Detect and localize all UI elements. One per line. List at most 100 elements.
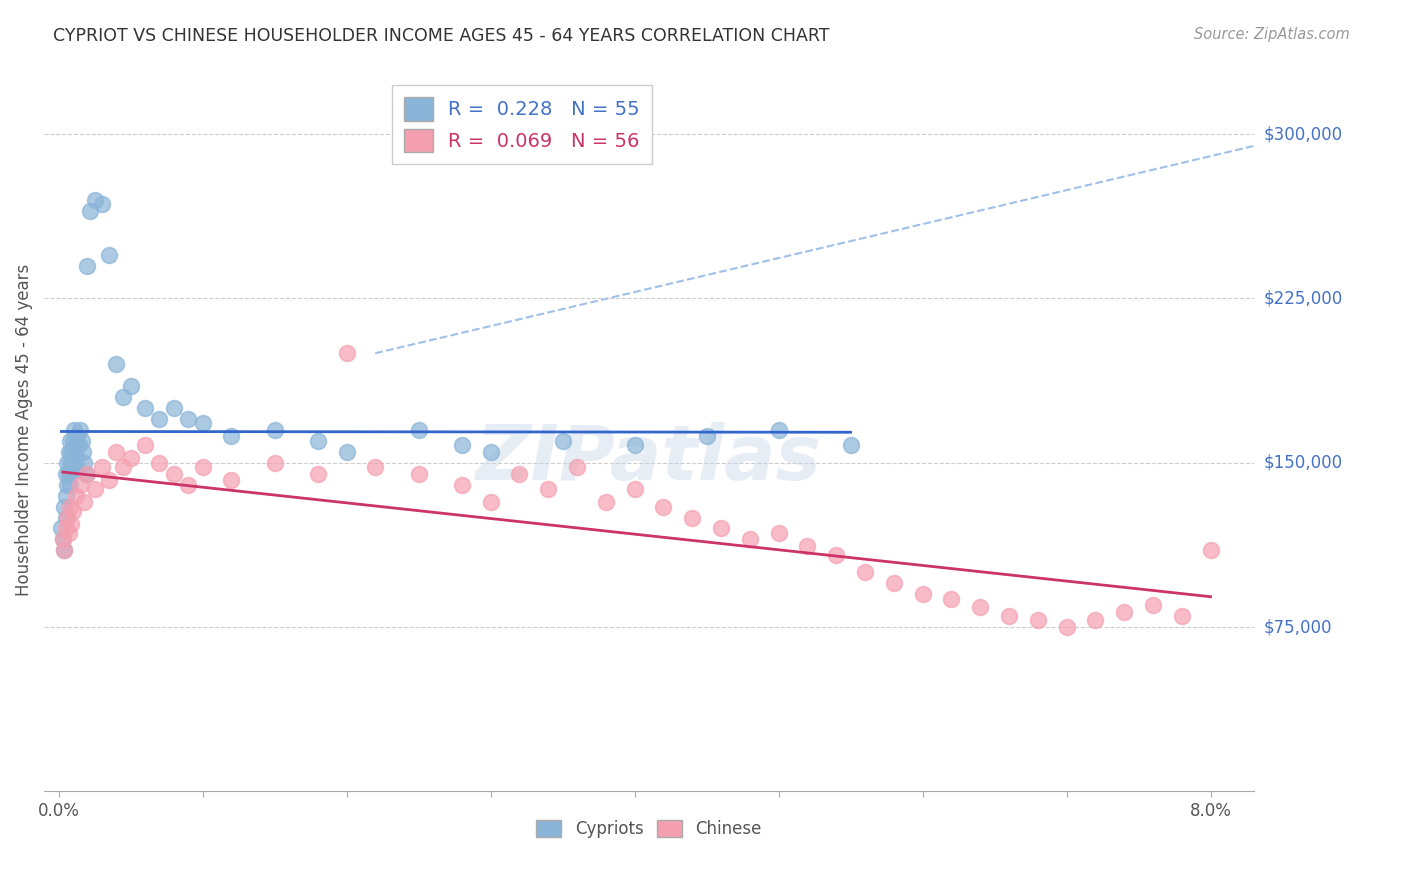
- Text: $225,000: $225,000: [1264, 290, 1343, 308]
- Point: [75, 467, 97, 481]
- Point: [134, 438, 156, 452]
- Point: [450, 438, 472, 452]
- Point: [63, 423, 86, 437]
- Point: [76, 467, 98, 481]
- Point: [60, 444, 83, 458]
- Point: [90, 197, 112, 211]
- Point: [53, 543, 76, 558]
- Point: [364, 460, 387, 475]
- Point: [59, 500, 82, 514]
- Point: [73, 495, 96, 509]
- Point: [52, 533, 75, 547]
- Point: [681, 510, 703, 524]
- Point: [58, 444, 80, 458]
- Point: [55, 489, 77, 503]
- Point: [796, 539, 818, 553]
- Point: [59, 477, 82, 491]
- Point: [105, 357, 128, 371]
- Point: [883, 576, 905, 591]
- Point: [60, 467, 83, 481]
- Text: ZIPatlas: ZIPatlas: [477, 422, 823, 496]
- Point: [450, 477, 472, 491]
- Point: [112, 460, 135, 475]
- Point: [221, 429, 243, 443]
- Point: [70, 434, 93, 448]
- Y-axis label: Householder Income Ages 45 - 64 years: Householder Income Ages 45 - 64 years: [15, 264, 32, 596]
- Point: [335, 444, 357, 458]
- Point: [56, 510, 79, 524]
- Point: [911, 587, 934, 601]
- Point: [1199, 543, 1222, 558]
- Point: [120, 451, 142, 466]
- Point: [97, 248, 120, 262]
- Point: [479, 495, 502, 509]
- Point: [768, 423, 790, 437]
- Point: [408, 467, 430, 481]
- Text: $75,000: $75,000: [1264, 618, 1331, 636]
- Point: [56, 456, 79, 470]
- Point: [696, 429, 718, 443]
- Point: [90, 460, 112, 475]
- Point: [105, 444, 128, 458]
- Point: [551, 434, 574, 448]
- Point: [134, 401, 156, 415]
- Legend: Cypriots, Chinese: Cypriots, Chinese: [530, 813, 768, 845]
- Point: [52, 533, 75, 547]
- Point: [97, 473, 120, 487]
- Point: [69, 423, 91, 437]
- Point: [177, 477, 200, 491]
- Point: [1114, 605, 1136, 619]
- Point: [65, 460, 87, 475]
- Point: [53, 543, 76, 558]
- Point: [998, 609, 1021, 624]
- Point: [738, 533, 761, 547]
- Point: [59, 456, 82, 470]
- Point: [768, 525, 790, 540]
- Point: [623, 438, 645, 452]
- Point: [221, 473, 243, 487]
- Point: [969, 600, 991, 615]
- Point: [79, 203, 101, 218]
- Point: [65, 489, 87, 503]
- Point: [72, 444, 94, 458]
- Point: [263, 423, 285, 437]
- Point: [1142, 598, 1164, 612]
- Point: [148, 456, 170, 470]
- Point: [710, 521, 733, 535]
- Point: [62, 434, 84, 448]
- Point: [565, 460, 588, 475]
- Point: [941, 591, 963, 606]
- Point: [1026, 614, 1049, 628]
- Point: [1171, 609, 1194, 624]
- Point: [58, 467, 80, 481]
- Point: [623, 482, 645, 496]
- Point: [53, 500, 76, 514]
- Text: Source: ZipAtlas.com: Source: ZipAtlas.com: [1194, 27, 1350, 42]
- Point: [335, 346, 357, 360]
- Point: [595, 495, 617, 509]
- Point: [55, 521, 77, 535]
- Point: [66, 429, 89, 443]
- Point: [1084, 614, 1107, 628]
- Point: [60, 517, 83, 532]
- Point: [1056, 620, 1078, 634]
- Text: $300,000: $300,000: [1264, 125, 1343, 144]
- Point: [112, 390, 135, 404]
- Point: [67, 438, 90, 452]
- Point: [55, 467, 77, 481]
- Point: [51, 521, 73, 535]
- Point: [825, 548, 848, 562]
- Point: [839, 438, 862, 452]
- Point: [73, 456, 96, 470]
- Point: [62, 456, 84, 470]
- Point: [59, 434, 82, 448]
- Point: [263, 456, 285, 470]
- Point: [177, 412, 200, 426]
- Point: [508, 467, 530, 481]
- Point: [307, 467, 329, 481]
- Text: CYPRIOT VS CHINESE HOUSEHOLDER INCOME AGES 45 - 64 YEARS CORRELATION CHART: CYPRIOT VS CHINESE HOUSEHOLDER INCOME AG…: [53, 27, 830, 45]
- Point: [66, 451, 89, 466]
- Point: [191, 460, 214, 475]
- Point: [479, 444, 502, 458]
- Point: [63, 444, 86, 458]
